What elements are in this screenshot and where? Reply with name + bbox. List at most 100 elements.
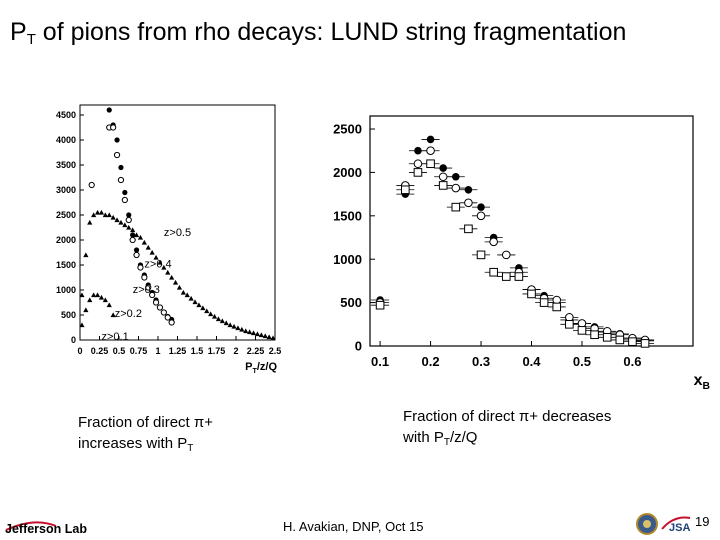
data-point xyxy=(130,232,136,238)
jefferson-lab-logo: Jefferson Lab xyxy=(5,521,87,536)
caption-right-line2: with PT/z/Q xyxy=(403,429,478,448)
data-point xyxy=(413,168,423,177)
data-point xyxy=(164,314,171,321)
x-tick-label: 0.25 xyxy=(91,346,109,356)
data-point xyxy=(628,337,637,346)
y-tick-label: 4000 xyxy=(56,135,76,145)
data-point xyxy=(153,254,159,260)
y-tick-label: 0 xyxy=(71,335,76,345)
data-point xyxy=(211,313,218,319)
data-point xyxy=(91,212,97,218)
data-point xyxy=(266,334,272,340)
data-point xyxy=(161,264,167,270)
data-point xyxy=(133,232,140,238)
page-title: PT of pions from rho decays: LUND string… xyxy=(10,18,627,48)
x-tick-label: 1.25 xyxy=(169,346,187,356)
x-tick-label: 2.5 xyxy=(269,346,282,356)
data-point xyxy=(156,304,164,311)
series-1 xyxy=(371,135,655,345)
data-point xyxy=(141,239,147,245)
data-point xyxy=(208,311,214,317)
data-point xyxy=(145,244,151,250)
data-point xyxy=(118,164,124,171)
x-tick-label: 0.5 xyxy=(573,354,591,369)
data-point xyxy=(590,330,599,340)
data-point xyxy=(113,151,121,159)
data-point xyxy=(250,330,257,336)
x-tick-label: 0.1 xyxy=(371,354,389,369)
data-point xyxy=(91,292,97,298)
emblems: JSA xyxy=(636,513,690,535)
data-point xyxy=(102,297,108,303)
data-point xyxy=(149,291,156,299)
data-point xyxy=(438,181,448,190)
data-point xyxy=(176,284,183,290)
data-point xyxy=(188,295,194,301)
data-point xyxy=(133,247,140,253)
y-tick-label: 0 xyxy=(355,339,362,354)
data-point xyxy=(489,267,498,277)
data-point xyxy=(439,164,447,172)
caption-right-line1: Fraction of direct π+ decreases xyxy=(403,408,612,425)
data-point xyxy=(149,249,155,255)
data-point xyxy=(83,252,89,258)
series-3 xyxy=(79,209,276,341)
data-point xyxy=(180,289,186,295)
data-point xyxy=(489,237,498,247)
data-point xyxy=(219,318,225,324)
data-point xyxy=(476,250,486,260)
data-point xyxy=(168,319,175,326)
data-point xyxy=(118,219,124,225)
y-tick-label: 1000 xyxy=(56,285,76,295)
data-point xyxy=(172,279,179,285)
caption-left-line2: increases with PT xyxy=(78,435,194,454)
x-axis-label: xB xyxy=(694,372,711,392)
jsa-logo-text: JSA xyxy=(669,522,690,534)
data-point xyxy=(87,297,93,303)
data-point xyxy=(122,222,128,228)
data-point xyxy=(106,107,112,113)
caption-right: Fraction of direct π+ decreases with PT/… xyxy=(403,406,611,453)
data-point xyxy=(88,181,95,189)
data-point xyxy=(165,269,171,275)
x-tick-label: 0 xyxy=(77,346,82,356)
data-point xyxy=(157,259,163,265)
y-tick-label: 1000 xyxy=(333,252,362,267)
annotation-label: z>0.2 xyxy=(115,308,142,320)
data-point xyxy=(451,202,461,212)
data-point xyxy=(247,329,253,335)
jefferson-lab-logo-text: Jefferson Lab xyxy=(5,522,87,536)
series-3 xyxy=(371,159,655,348)
x-tick-label: 1.75 xyxy=(208,346,226,356)
x-tick-label: 0.6 xyxy=(623,354,641,369)
x-tick-label: 0.2 xyxy=(422,354,440,369)
data-point xyxy=(98,294,105,300)
data-point xyxy=(196,302,202,308)
data-point xyxy=(204,308,210,314)
caption-left-line1: Fraction of direct π+ xyxy=(78,414,213,431)
x-axis-label: PT/z/Q xyxy=(245,361,277,375)
data-point xyxy=(94,292,101,298)
data-point xyxy=(110,124,117,131)
y-tick-label: 2000 xyxy=(333,165,362,180)
data-point xyxy=(200,305,206,311)
data-point xyxy=(223,320,229,326)
data-point xyxy=(79,322,85,328)
data-point xyxy=(126,212,132,218)
data-point xyxy=(169,274,175,280)
data-point xyxy=(258,332,264,338)
data-point xyxy=(577,326,587,335)
data-point xyxy=(137,234,144,240)
annotation-label: z>0.5 xyxy=(164,227,191,239)
data-point xyxy=(602,333,612,342)
data-point xyxy=(451,183,461,193)
data-point xyxy=(552,302,562,312)
y-tick-label: 500 xyxy=(61,310,76,320)
data-point xyxy=(262,333,268,339)
x-tick-label: 2 xyxy=(233,346,238,356)
data-point xyxy=(476,211,486,221)
data-point xyxy=(615,335,625,345)
data-point xyxy=(640,339,650,348)
data-point xyxy=(110,312,116,318)
y-tick-label: 3000 xyxy=(56,185,76,195)
